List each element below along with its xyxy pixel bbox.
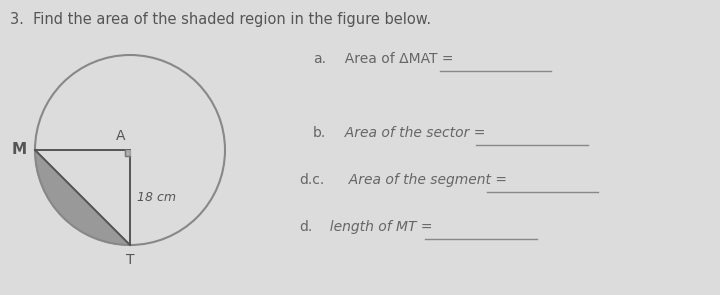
Text: d.c.: d.c. [299,173,324,187]
Text: Area of the sector =: Area of the sector = [336,126,490,140]
Text: b.: b. [313,126,326,140]
Text: length of MT =: length of MT = [321,220,437,234]
Text: Area of the segment =: Area of the segment = [340,173,511,187]
Text: A: A [115,129,125,143]
Text: 3.  Find the area of the shaded region in the figure below.: 3. Find the area of the shaded region in… [10,12,431,27]
Polygon shape [35,150,130,245]
Text: M: M [12,142,27,158]
Text: 18 cm: 18 cm [137,191,176,204]
Text: Area of ΔMAT =: Area of ΔMAT = [336,52,457,66]
Text: a.: a. [313,52,326,66]
Text: d.: d. [299,220,312,234]
Polygon shape [125,150,130,155]
Text: T: T [126,253,134,267]
